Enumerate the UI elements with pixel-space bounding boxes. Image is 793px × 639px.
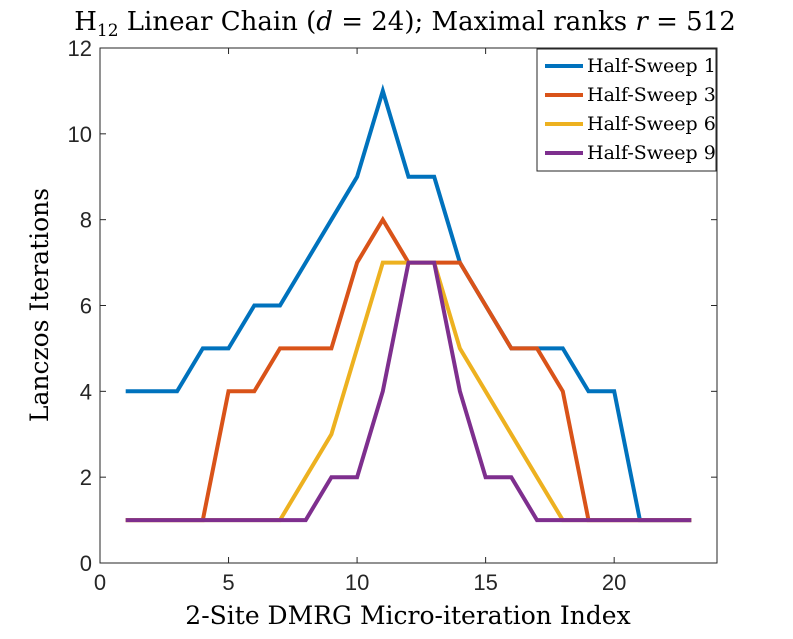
y-axis-label: Lanczos Iterations (25, 188, 54, 422)
x-tick-label: 5 (222, 570, 234, 595)
y-tick-label: 2 (80, 465, 92, 490)
x-axis-ticks: 0 5 10 15 20 (94, 48, 626, 595)
legend-label: Half-Sweep 3 (587, 84, 716, 106)
y-tick-label: 6 (80, 294, 92, 319)
title-d-value: = 24); Maximal ranks (333, 7, 635, 37)
y-tick-label: 10 (68, 122, 92, 147)
title-middle: Linear Chain ( (119, 7, 317, 37)
x-tick-label: 20 (602, 570, 626, 595)
y-tick-label: 8 (80, 208, 92, 233)
y-tick-label: 0 (80, 551, 92, 576)
title-r-value: = 512 (648, 7, 736, 37)
x-axis-label: 2-Site DMRG Micro-iteration Index (185, 601, 630, 630)
x-tick-label: 15 (473, 570, 497, 595)
title-var-d: d (316, 7, 333, 37)
x-tick-label: 0 (94, 570, 106, 595)
x-tick-label: 10 (345, 570, 369, 595)
title-subscript: 12 (97, 21, 119, 41)
y-axis-ticks: 0 2 4 6 8 10 12 (68, 36, 717, 576)
y-tick-label: 4 (80, 379, 92, 404)
legend-box (536, 48, 717, 172)
title-var-r: r (635, 7, 649, 37)
legend-label: Half-Sweep 9 (587, 142, 716, 164)
title-prefix: H (74, 7, 97, 37)
series-group (125, 83, 692, 523)
legend-label: Half-Sweep 6 (587, 113, 716, 135)
chart-title: H12 Linear Chain (d = 24); Maximal ranks… (74, 7, 736, 41)
series-line-half-sweep-1 (125, 83, 692, 523)
legend-label: Half-Sweep 1 (587, 55, 716, 77)
legend: Half-Sweep 1 Half-Sweep 3 Half-Sweep 6 Half… (536, 48, 717, 172)
series-line-half-sweep-4 (125, 260, 692, 523)
y-tick-label: 12 (68, 36, 92, 61)
